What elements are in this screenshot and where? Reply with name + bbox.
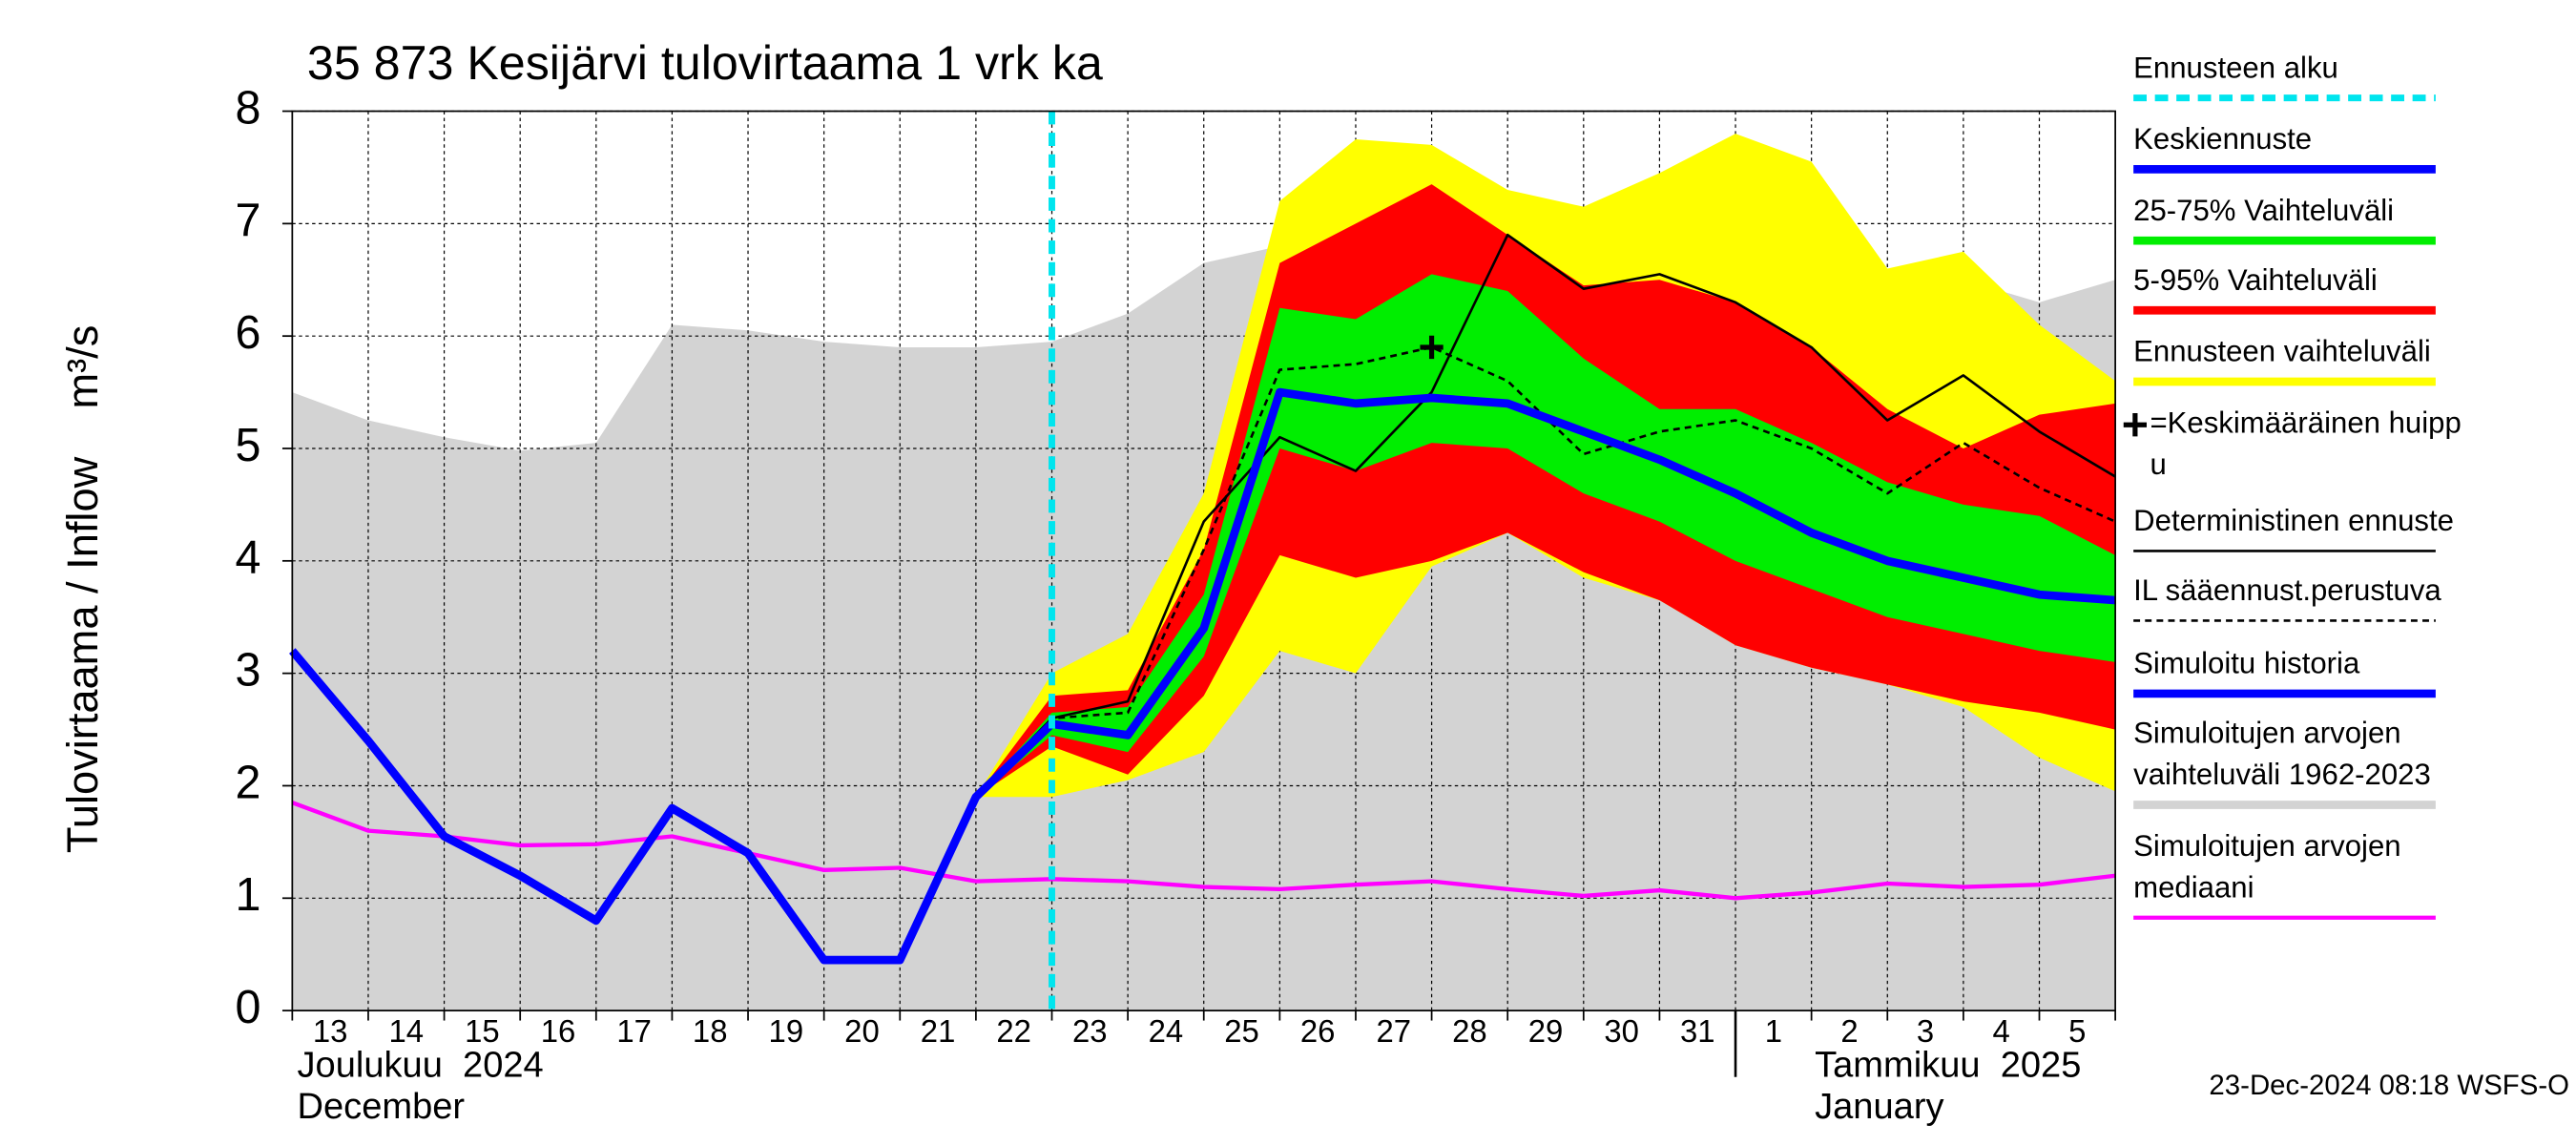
- layer-lines: [289, 111, 2116, 1011]
- legend-label: =Keskimääräinen huipp: [2150, 406, 2461, 439]
- legend-label: 5-95% Vaihteluväli: [2133, 263, 2378, 297]
- plot-frame: [291, 110, 2116, 1011]
- x-tick-label: 17: [616, 1013, 652, 1049]
- y-tick-label: 4: [236, 532, 261, 584]
- line: [291, 801, 2116, 901]
- month-label: January: [1815, 1086, 1943, 1127]
- y-tick-label: 3: [236, 644, 261, 696]
- x-tick-label: 4: [1993, 1013, 2010, 1049]
- x-tick-label: 23: [1072, 1013, 1108, 1049]
- legend-label: Ennusteen vaihteluväli: [2133, 335, 2431, 368]
- y-axis-label: Tulovirtaama / Inflow m³/s: [58, 325, 107, 853]
- x-tick-label: 3: [1917, 1013, 1934, 1049]
- x-tick-label: 5: [2068, 1013, 2086, 1049]
- legend-label: u: [2150, 448, 2166, 481]
- x-tick-label: 20: [844, 1013, 880, 1049]
- y-tick-label: 0: [236, 982, 261, 1033]
- month-label: Tammikuu 2025: [1815, 1044, 2081, 1085]
- y-tick-label: 8: [236, 82, 261, 134]
- x-tick-label: 13: [313, 1013, 348, 1049]
- band: [975, 184, 2116, 798]
- x-tick-label: 27: [1376, 1013, 1411, 1049]
- peak-marker: [1420, 335, 1444, 360]
- x-tick-label: 2: [1840, 1013, 1858, 1049]
- y-tick-label: 7: [236, 195, 261, 246]
- x-tick-label: 16: [541, 1013, 576, 1049]
- layer-axes: [281, 110, 2116, 1077]
- x-tick-label: 22: [996, 1013, 1031, 1049]
- layer-bands: [975, 134, 2116, 798]
- month-label: December: [298, 1086, 466, 1127]
- x-tick-label: 30: [1604, 1013, 1639, 1049]
- legend-label: mediaani: [2133, 870, 2254, 904]
- x-tick-label: 14: [388, 1013, 424, 1049]
- line: [1050, 387, 2116, 739]
- x-tick-label: 15: [465, 1013, 500, 1049]
- chart-title: 35 873 Kesijärvi tulovirtaama 1 vrk ka: [307, 35, 1103, 90]
- x-tick-label: 31: [1680, 1013, 1715, 1049]
- legend-marker: [2123, 413, 2147, 437]
- month-label: Joulukuu 2024: [298, 1044, 544, 1085]
- legend-label: Keskiennuste: [2133, 122, 2312, 156]
- line: [974, 233, 2116, 799]
- x-tick-label: 29: [1528, 1013, 1564, 1049]
- legend-label: Simuloitujen arvojen: [2133, 717, 2400, 750]
- legend-label: vaihteluväli 1962-2023: [2133, 758, 2431, 791]
- x-tick-label: 28: [1452, 1013, 1487, 1049]
- legend-label: 25-75% Vaihteluväli: [2133, 194, 2394, 227]
- legend-label: IL sääennust.perustuva: [2133, 573, 2441, 607]
- timestamp: 23-Dec-2024 08:18 WSFS-O: [2209, 1070, 2569, 1101]
- legend-label: Ennusteen alku: [2133, 51, 2338, 84]
- legend-label: Simuloitujen arvojen: [2133, 829, 2400, 863]
- x-tick-label: 25: [1224, 1013, 1259, 1049]
- x-tick-label: 19: [769, 1013, 804, 1049]
- x-tick-label: 24: [1149, 1013, 1184, 1049]
- legend-label: Simuloitu historia: [2133, 647, 2360, 680]
- band: [975, 274, 2116, 798]
- legend-label: Deterministinen ennuste: [2133, 504, 2454, 537]
- x-tick-label: 26: [1300, 1013, 1336, 1049]
- y-tick-label: 5: [236, 420, 261, 471]
- y-tick-label: 6: [236, 307, 261, 359]
- x-tick-label: 18: [693, 1013, 728, 1049]
- y-tick-label: 1: [236, 869, 261, 921]
- line: [289, 648, 1055, 965]
- y-tick-label: 2: [236, 757, 261, 808]
- x-tick-label: 1: [1765, 1013, 1782, 1049]
- x-tick-label: 21: [921, 1013, 956, 1049]
